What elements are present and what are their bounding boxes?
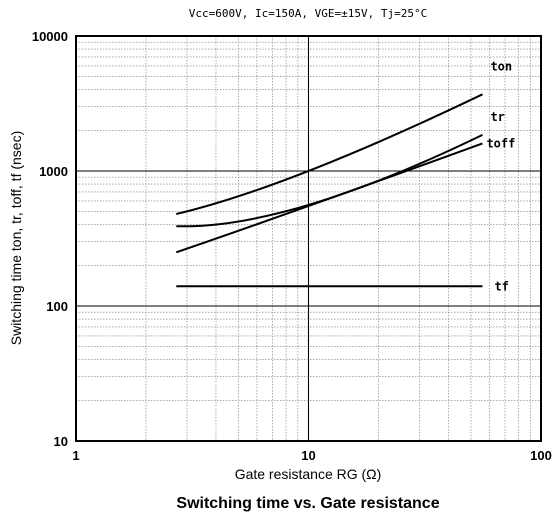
series-label-tr: tr: [490, 110, 504, 124]
series-line-ton: [176, 93, 483, 215]
y-tick-label: 1000: [39, 164, 68, 179]
plot-frame: [75, 35, 542, 442]
grid-lines: [76, 36, 541, 441]
y-tick-label: 10000: [32, 29, 68, 44]
series-lines: [175, 93, 483, 288]
series-labels: ton tr toff tf: [486, 59, 515, 293]
y-tick-label: 10: [54, 434, 68, 449]
series-line-tr: [176, 134, 483, 228]
x-tick-label: 1: [72, 448, 79, 463]
x-tick-label: 100: [530, 448, 552, 463]
series-label-ton: ton: [490, 59, 512, 73]
series-label-tf: tf: [494, 279, 508, 293]
x-tick-label: 10: [301, 448, 315, 463]
y-tick-label: 100: [46, 299, 68, 314]
series-label-toff: toff: [486, 136, 515, 150]
chart-caption: Switching time vs. Gate resistance: [176, 495, 439, 512]
x-axis-label: Gate resistance RG (Ω): [235, 466, 382, 482]
y-axis-label: Switching time ton, tr, toff, tf (nsec): [8, 131, 24, 346]
tick-labels: 1 10 100 10 100 1000 10000: [32, 29, 552, 463]
series-line-toff: [175, 142, 483, 254]
chart-conditions: Vcc=600V, Ic=150A, VGE=±15V, Tj=25°C: [189, 7, 427, 20]
